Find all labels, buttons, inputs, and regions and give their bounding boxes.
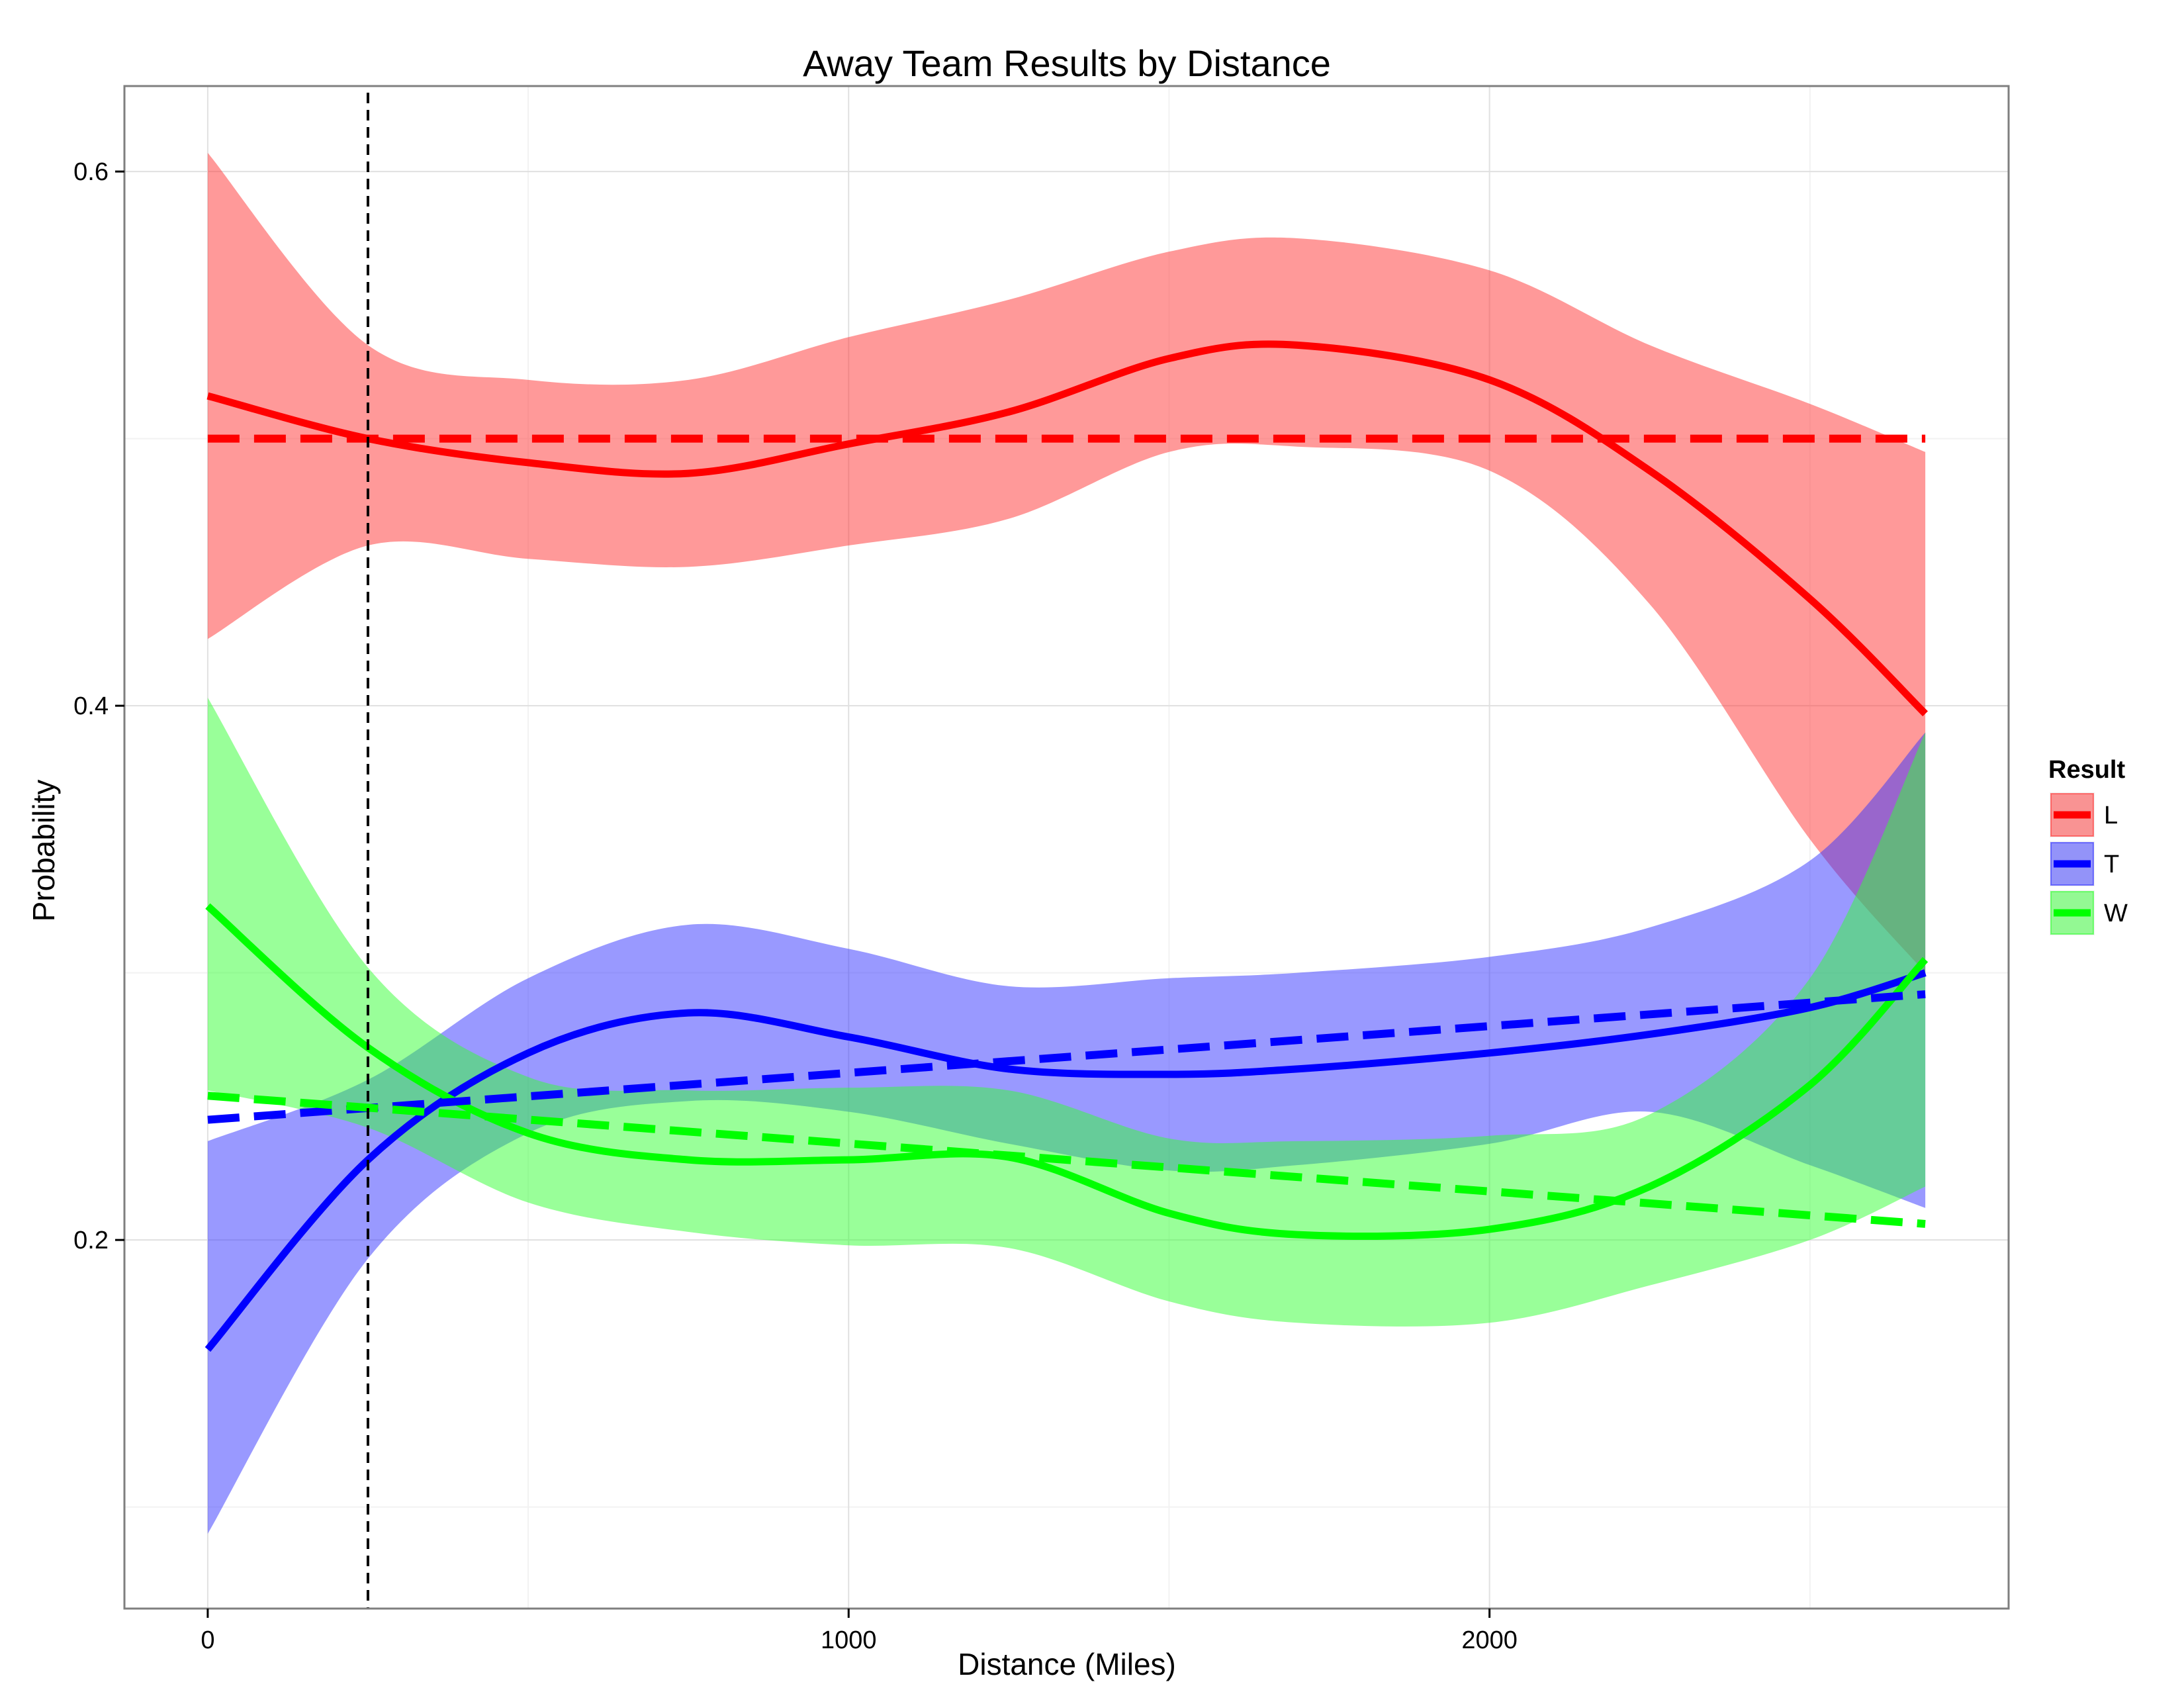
confidence-band-W [207, 698, 1926, 1327]
y-tick-label: 0.2 [73, 1227, 109, 1254]
x-tick-label: 0 [201, 1626, 214, 1654]
x-tick-label: 1000 [821, 1626, 877, 1654]
plot-area: 0 1000 2000 0.2 0.4 0.6 [73, 85, 2010, 1654]
legend-label-T: T [2104, 851, 2119, 878]
linear-fit-W [207, 1092, 1926, 1228]
chart-title: Away Team Results by Distance [803, 42, 1331, 84]
legend-title: Result [2048, 756, 2125, 784]
smooth-line-L [206, 340, 1928, 717]
panel-border [123, 85, 2010, 1610]
linear-fit-T [207, 990, 1926, 1124]
legend: Result LTW [2048, 756, 2128, 935]
x-tick-label: 2000 [1461, 1626, 1518, 1654]
confidence-band-L [207, 152, 1926, 973]
y-tick-label: 0.6 [73, 158, 109, 186]
legend-label-L: L [2104, 802, 2118, 829]
y-tick-label: 0.4 [73, 692, 109, 720]
smooth-line-T [205, 969, 1927, 1352]
y-axis-title: Probability [26, 780, 61, 922]
x-axis-title: Distance (Miles) [958, 1647, 1176, 1681]
legend-label-W: W [2104, 900, 2128, 927]
